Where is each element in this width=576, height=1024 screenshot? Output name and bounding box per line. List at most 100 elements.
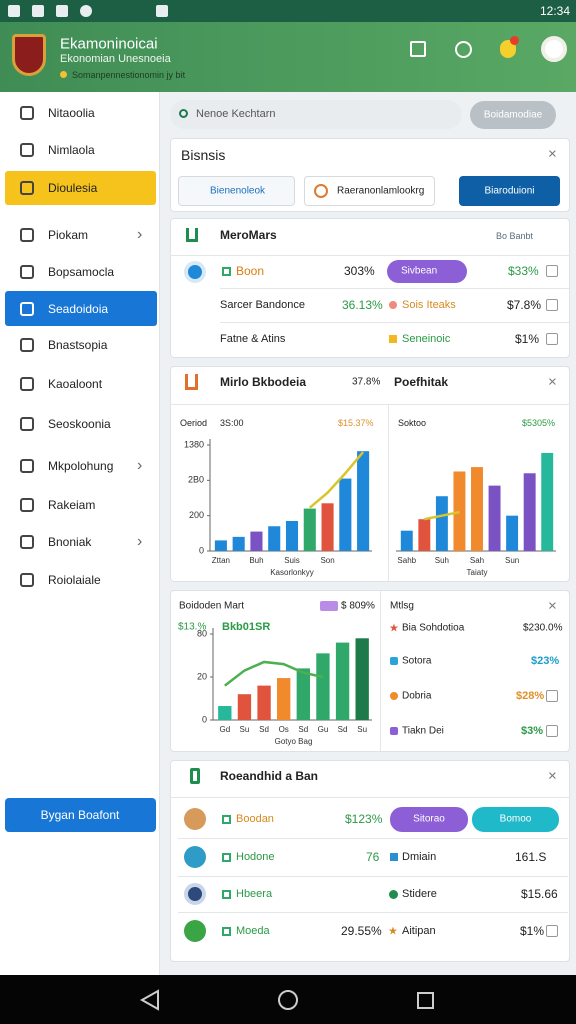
nav-item[interactable]: Roiolaiale	[48, 573, 101, 587]
list-title: Mtlsg	[390, 600, 414, 612]
nav-item[interactable]: Kaoaloont	[48, 377, 103, 391]
action-button[interactable]	[178, 176, 295, 206]
row-value: 76	[366, 850, 380, 864]
search-box[interactable]	[170, 100, 462, 129]
row-avatar	[184, 846, 206, 868]
action-button[interactable]	[304, 176, 435, 206]
nav-icon	[20, 573, 34, 587]
nav-item[interactable]: Nitaoolia	[48, 106, 95, 120]
nav-icon	[20, 265, 34, 279]
card-title: Boidoden Mart	[179, 600, 245, 612]
search-button-label[interactable]: Boidamodiae	[483, 109, 543, 121]
checkbox[interactable]	[546, 925, 558, 937]
action-button[interactable]	[459, 176, 560, 206]
logo[interactable]	[12, 34, 46, 76]
row-icon	[222, 890, 231, 899]
row-value: $123%	[345, 812, 383, 826]
sidebar-button-label[interactable]: Bygan Boafont	[40, 808, 120, 822]
nav-item[interactable]: Dioulesia	[48, 181, 98, 195]
recents-button[interactable]	[417, 992, 434, 1009]
action-label[interactable]: Biaroduioni	[484, 185, 535, 197]
nav-item[interactable]: Rakeiam	[48, 498, 96, 512]
action-label[interactable]: Bienenoleok	[210, 185, 266, 197]
nav-item[interactable]: Nimlaola	[48, 143, 95, 157]
action-label[interactable]: Raeranonlamlookrg	[337, 185, 425, 197]
card-icon	[186, 228, 198, 242]
nav-item[interactable]: Seadoidoia	[48, 302, 109, 316]
nav-item[interactable]: Piokam	[48, 228, 89, 242]
checkbox[interactable]	[546, 265, 558, 277]
card-value: $13.%	[178, 621, 207, 633]
row-label2: Aitipan	[402, 925, 436, 937]
notification-badge	[510, 36, 519, 45]
divider	[388, 405, 389, 581]
records-card	[170, 760, 570, 962]
nav-icon	[20, 535, 34, 549]
checkbox[interactable]	[546, 725, 558, 737]
nav-icon	[20, 498, 34, 512]
row-dot	[389, 301, 397, 309]
nav-icon	[20, 143, 34, 157]
row-badge[interactable]	[387, 260, 467, 283]
nav-item[interactable]: Mkpolohung	[48, 459, 114, 473]
row-dot	[389, 890, 398, 899]
overview-card	[170, 366, 570, 582]
close[interactable]: ×	[548, 373, 557, 391]
list-value: $3%	[521, 725, 544, 737]
nav-item[interactable]: Bopsamocla	[48, 265, 115, 279]
note-dot	[60, 71, 67, 78]
row-amount: $1%	[515, 332, 540, 346]
nav-icon	[20, 228, 34, 242]
close[interactable]: ×	[548, 767, 557, 785]
nav-icon	[20, 181, 34, 195]
card-title: Roeandhid a Ban	[220, 769, 319, 783]
app-subtitle: Ekonomian Unesnoeia	[60, 53, 171, 65]
nav-chevron: ›	[137, 226, 143, 243]
back-button[interactable]	[139, 989, 159, 1011]
list-marker	[390, 657, 398, 665]
row-icon	[222, 267, 231, 276]
card-tag: Bo Banbt	[496, 231, 534, 241]
row-label: Boon	[236, 264, 265, 278]
search-icon	[179, 109, 188, 118]
nav-item[interactable]: Seoskoonia	[48, 417, 111, 431]
row-button[interactable]	[390, 807, 468, 832]
divider	[220, 288, 569, 289]
nav-item[interactable]: Bnastsopia	[48, 338, 108, 352]
checkbox[interactable]	[546, 333, 558, 345]
avatar[interactable]	[541, 36, 567, 62]
close[interactable]: ×	[548, 597, 557, 615]
status-icon	[80, 5, 92, 17]
search-button[interactable]	[470, 101, 556, 129]
nav-item[interactable]: Bnoniak	[48, 535, 92, 549]
row-badge-label[interactable]: Sivbean	[401, 265, 438, 277]
row-value: 303%	[344, 264, 375, 278]
row-value: 29.55%	[341, 924, 382, 938]
row-button-label[interactable]: Bomoo	[499, 813, 532, 825]
row-amount: $33%	[508, 264, 539, 278]
app-title: Ekamoninoicai	[60, 35, 158, 53]
checkbox[interactable]	[546, 690, 558, 702]
row-avatar	[184, 883, 206, 905]
search-placeholder[interactable]: Nenoe Kechtarn	[196, 108, 276, 120]
divider	[178, 876, 568, 877]
divider	[220, 322, 569, 323]
card-title: MeroMars	[220, 228, 277, 242]
divider	[178, 912, 568, 913]
row-label: Moeda	[236, 925, 270, 937]
chart-label: Oeriod	[180, 418, 208, 428]
sidebar-button[interactable]	[5, 798, 156, 832]
app-header: Ekamoninoicai Ekonomian Unesnoeia Somanp…	[0, 22, 576, 92]
divider	[170, 404, 570, 405]
nav-icon	[20, 377, 34, 391]
nav-icon	[20, 302, 34, 316]
close[interactable]: ×	[548, 145, 557, 163]
header-icon[interactable]	[455, 41, 472, 58]
home-button[interactable]	[278, 990, 298, 1010]
list-value: $230.0%	[523, 622, 563, 634]
list-label: Bia Sohdotioa	[402, 622, 465, 634]
row-button[interactable]	[472, 807, 559, 832]
checkbox[interactable]	[546, 299, 558, 311]
row-button-label[interactable]: Sitorao	[413, 813, 445, 825]
header-icon[interactable]	[410, 41, 426, 57]
